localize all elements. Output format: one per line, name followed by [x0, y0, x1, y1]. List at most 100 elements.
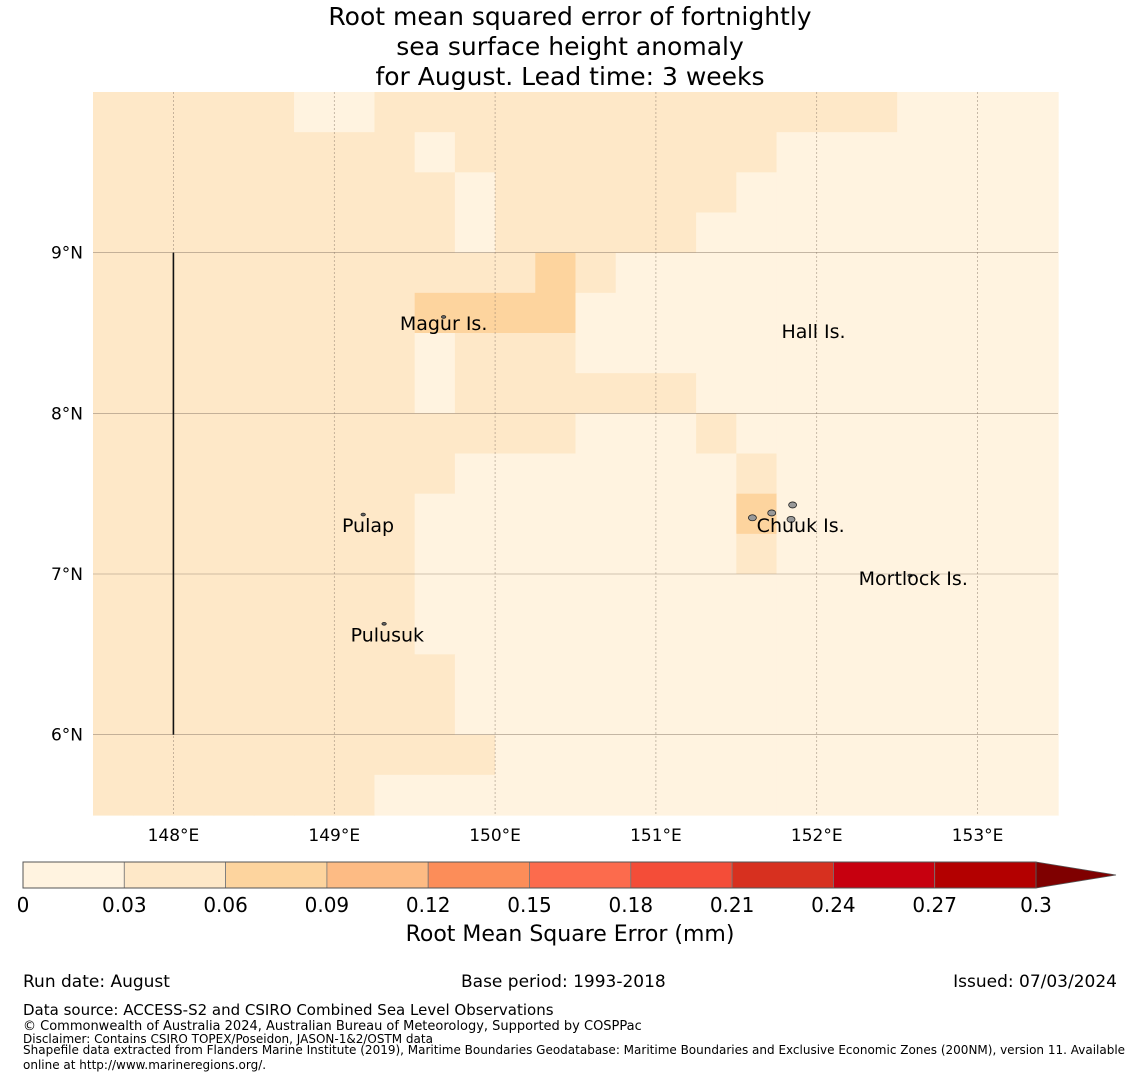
data-cell: [816, 212, 858, 254]
data-cell: [253, 92, 295, 133]
data-cell: [374, 614, 416, 655]
data-cell: [977, 292, 1019, 334]
data-cell: [816, 333, 858, 374]
data-cell: [294, 694, 335, 736]
data-cell: [374, 694, 416, 736]
data-cell: [937, 373, 979, 414]
data-cell: [1058, 172, 1059, 214]
data-cell: [535, 292, 577, 334]
data-cell: [294, 132, 335, 173]
data-cell: [93, 373, 134, 414]
data-cell: [977, 453, 1019, 495]
data-cell: [696, 453, 737, 495]
data-cell: [93, 172, 134, 214]
data-cell: [334, 333, 376, 374]
data-cell: [334, 373, 376, 414]
data-cell: [294, 252, 335, 294]
data-cell: [856, 453, 898, 495]
data-cell: [977, 533, 1019, 575]
data-cell: [495, 172, 536, 214]
data-cell: [1017, 453, 1059, 495]
data-cell: [213, 92, 255, 133]
data-cell: [575, 172, 617, 214]
data-cell: [454, 333, 496, 374]
data-cell: [696, 694, 737, 736]
data-cell: [816, 614, 858, 655]
colorbar-swatch: [630, 861, 733, 889]
data-cell: [1058, 493, 1059, 535]
data-cell: [696, 333, 737, 374]
title-line-1: Root mean squared error of fortnightly: [328, 2, 812, 31]
data-cell: [1017, 252, 1059, 294]
data-cell: [133, 252, 175, 294]
data-cell: [977, 734, 1019, 776]
data-cell: [776, 373, 818, 414]
data-cell: [655, 694, 697, 736]
data-cell: [495, 533, 536, 575]
data-cell: [173, 413, 215, 455]
data-cell: [334, 292, 376, 334]
data-cell: [856, 252, 898, 294]
data-cell: [253, 132, 295, 173]
data-cell: [253, 574, 295, 615]
data-cell: [696, 614, 737, 655]
data-cell: [535, 654, 577, 696]
data-cell: [655, 413, 697, 455]
data-cell: [575, 614, 617, 655]
data-cell: [133, 493, 175, 535]
data-cell: [334, 172, 376, 214]
data-cell: [615, 333, 657, 374]
data-cell: [414, 252, 456, 294]
data-cell: [575, 734, 617, 776]
data-cell: [93, 252, 134, 294]
data-cell: [1058, 252, 1059, 294]
data-cell: [655, 292, 697, 334]
data-cell: [655, 92, 697, 133]
data-cell: [133, 453, 175, 495]
place-label: Magur Is.: [400, 313, 488, 335]
data-cell: [454, 292, 496, 334]
data-cell: [133, 292, 175, 334]
data-cell: [776, 774, 818, 816]
data-cell: [93, 212, 134, 254]
data-cell: [213, 292, 255, 334]
data-cell: [1058, 132, 1059, 173]
data-cell: [253, 774, 295, 816]
island-chuuk-east: [788, 501, 798, 509]
data-cell: [655, 373, 697, 414]
colorbar-swatch: [529, 861, 632, 889]
data-cell: [816, 373, 858, 414]
colorbar-swatch: [326, 861, 429, 889]
data-cell: [816, 574, 858, 615]
data-cell: [1058, 413, 1059, 455]
data-cell: [253, 453, 295, 495]
data-cell: [897, 252, 938, 294]
data-cell: [535, 493, 577, 535]
data-cell: [253, 292, 295, 334]
data-cell: [696, 413, 737, 455]
data-cell: [897, 694, 938, 736]
data-cell: [414, 292, 456, 334]
data-cell: [655, 453, 697, 495]
data-cell: [1017, 413, 1059, 455]
data-cell: [937, 212, 979, 254]
data-cell: [615, 132, 657, 173]
data-cell: [414, 774, 456, 816]
data-cell: [575, 774, 617, 816]
data-cell: [696, 373, 737, 414]
data-cell: [454, 132, 496, 173]
place-label: Mortlock Is.: [859, 568, 968, 590]
data-cell: [856, 654, 898, 696]
data-cell: [294, 574, 335, 615]
data-source: Data source: ACCESS-S2 and CSIRO Combine…: [23, 1001, 554, 1019]
data-cell: [133, 413, 175, 455]
data-cell: [414, 453, 456, 495]
data-cell: [615, 212, 657, 254]
data-cell: [173, 614, 215, 655]
data-cell: [897, 132, 938, 173]
data-cell: [977, 212, 1019, 254]
data-cell: [495, 654, 536, 696]
data-cell: [736, 734, 778, 776]
data-cell: [454, 453, 496, 495]
lon-tick-label: 149°E: [308, 826, 360, 846]
